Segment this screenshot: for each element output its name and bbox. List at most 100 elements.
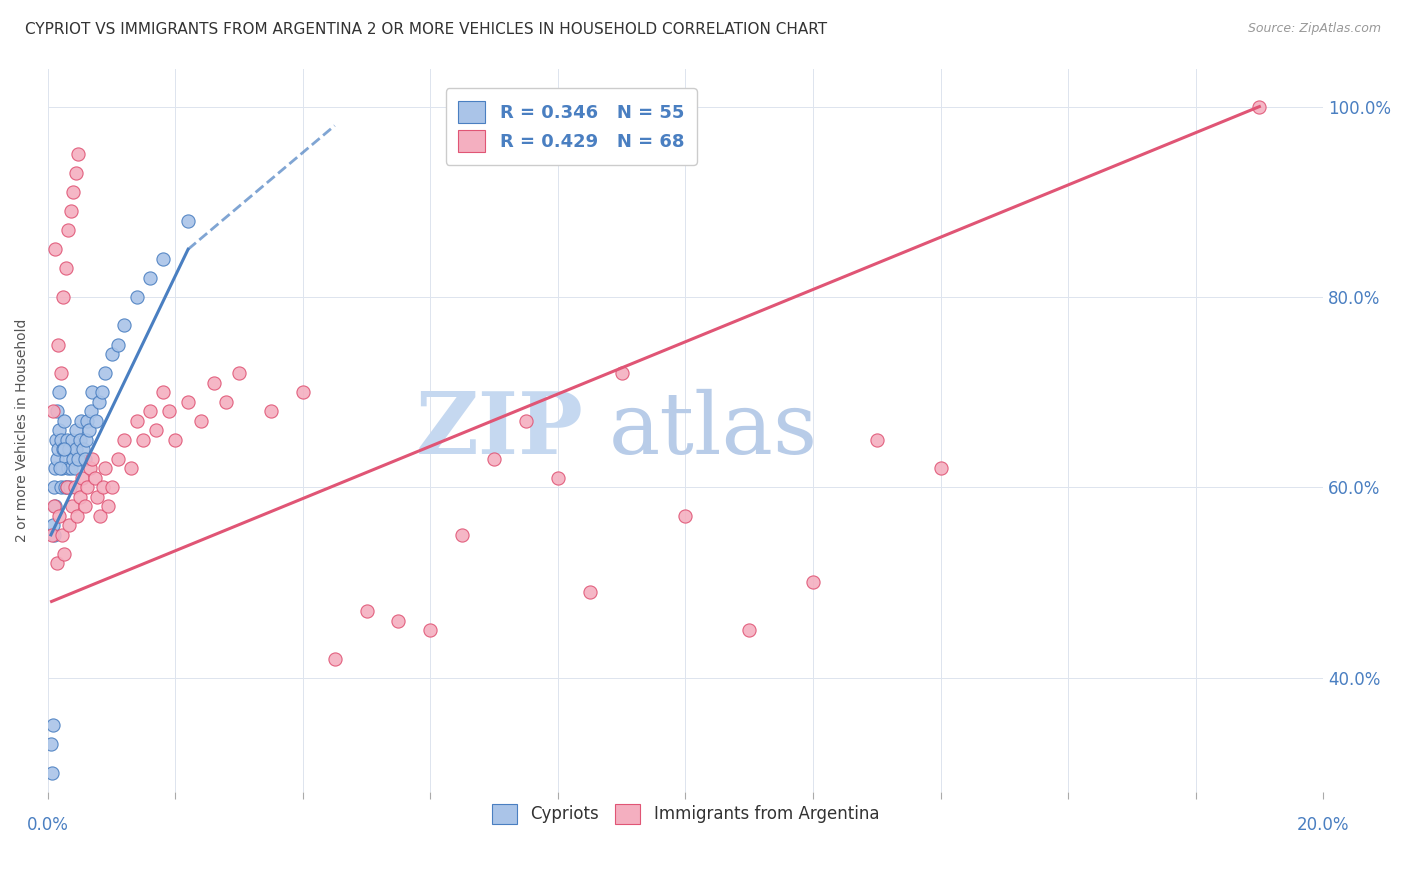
Point <box>53 480 76 494</box>
Point <box>59 204 82 219</box>
Point <box>578 585 600 599</box>
Point <box>387 614 409 628</box>
Point <box>69 490 91 504</box>
Point <box>215 394 238 409</box>
Point <box>76 480 98 494</box>
Point <box>202 376 225 390</box>
Point <box>46 404 69 418</box>
Point <box>419 623 441 637</box>
Point <box>49 461 72 475</box>
Text: Source: ZipAtlas.com: Source: ZipAtlas.com <box>1247 22 1381 36</box>
Text: 20.0%: 20.0% <box>1296 815 1350 834</box>
Point <box>547 471 569 485</box>
Point <box>44 461 66 475</box>
Point <box>56 461 79 475</box>
Point <box>89 508 111 523</box>
Point <box>260 404 283 418</box>
Point <box>42 718 65 732</box>
Point <box>60 433 83 447</box>
Point <box>67 451 90 466</box>
Point <box>45 451 67 466</box>
Point <box>190 414 212 428</box>
Y-axis label: 2 or more Vehicles in Household: 2 or more Vehicles in Household <box>15 318 30 541</box>
Point <box>139 271 162 285</box>
Point <box>107 451 129 466</box>
Point <box>72 442 94 457</box>
Point <box>177 394 200 409</box>
Text: atlas: atlas <box>609 389 818 472</box>
Point <box>42 528 65 542</box>
Point <box>42 518 65 533</box>
Point <box>97 500 120 514</box>
Point <box>63 480 86 494</box>
Point <box>48 385 70 400</box>
Point <box>132 433 155 447</box>
Point <box>49 433 72 447</box>
Point <box>52 290 75 304</box>
Point <box>65 166 87 180</box>
Point <box>152 252 174 266</box>
Text: 0.0%: 0.0% <box>27 815 69 834</box>
Point <box>157 404 180 418</box>
Point <box>139 404 162 418</box>
Point <box>49 480 72 494</box>
Point <box>55 261 77 276</box>
Point <box>70 471 93 485</box>
Point <box>82 385 104 400</box>
Point <box>59 480 82 494</box>
Point <box>44 243 66 257</box>
Point <box>56 480 79 494</box>
Point <box>63 461 86 475</box>
Point <box>66 508 89 523</box>
Point <box>56 223 79 237</box>
Point <box>48 423 70 437</box>
Point <box>62 451 84 466</box>
Point <box>100 480 122 494</box>
Point <box>84 471 107 485</box>
Point <box>60 500 83 514</box>
Point <box>87 394 110 409</box>
Point <box>53 442 76 457</box>
Point <box>125 290 148 304</box>
Point <box>291 385 314 400</box>
Point <box>41 765 63 780</box>
Point <box>125 414 148 428</box>
Point <box>51 461 73 475</box>
Point <box>228 366 250 380</box>
Point <box>801 575 824 590</box>
Point <box>48 508 70 523</box>
Point <box>59 461 82 475</box>
Point <box>79 461 101 475</box>
Point <box>738 623 761 637</box>
Point <box>46 442 69 457</box>
Point <box>94 461 117 475</box>
Point <box>49 366 72 380</box>
Point <box>73 500 96 514</box>
Point <box>45 433 67 447</box>
Point <box>69 433 91 447</box>
Point <box>451 528 474 542</box>
Point <box>67 147 90 161</box>
Point <box>80 404 103 418</box>
Point <box>482 451 505 466</box>
Point <box>65 423 87 437</box>
Point <box>45 557 67 571</box>
Point <box>91 385 114 400</box>
Point <box>94 366 117 380</box>
Point <box>77 423 100 437</box>
Point <box>55 451 77 466</box>
Point <box>112 318 135 333</box>
Point <box>39 737 62 751</box>
Point <box>52 442 75 457</box>
Point <box>75 433 97 447</box>
Point <box>42 404 65 418</box>
Point <box>866 433 889 447</box>
Point <box>46 337 69 351</box>
Point <box>675 508 697 523</box>
Point <box>56 433 79 447</box>
Point <box>145 423 167 437</box>
Point <box>44 500 66 514</box>
Point <box>62 186 84 200</box>
Point <box>52 414 75 428</box>
Point <box>120 461 142 475</box>
